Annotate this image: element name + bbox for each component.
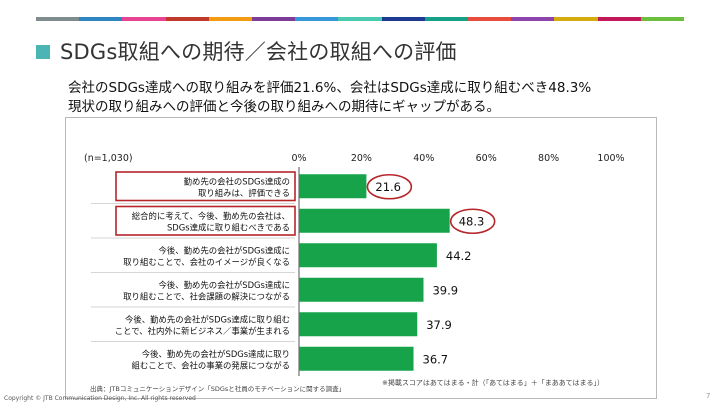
category-label: 取り組みは、評価できる	[198, 188, 290, 198]
subtitle-line-1: 会社のSDGs達成への取り組みを評価21.6%、会社はSDGs達成に取り組むべき…	[68, 80, 592, 96]
bar	[299, 312, 418, 337]
value-label: 48.3	[459, 214, 485, 228]
value-label: 39.9	[432, 283, 458, 297]
bar	[299, 208, 450, 233]
category-label: 組むことで、会社の事業の発展につながる	[131, 360, 290, 370]
value-label: 36.7	[423, 352, 449, 366]
stripe-segment	[79, 17, 123, 21]
category-label: 取り組むことで、会社のイメージが良くなる	[123, 257, 290, 267]
x-tick-label: 0%	[291, 153, 306, 164]
color-stripe	[36, 17, 685, 21]
stripe-segment	[640, 17, 685, 21]
copyright: Copyright © JTB Communication Design, In…	[4, 395, 196, 402]
value-highlight-circle	[366, 173, 413, 200]
bar	[299, 243, 437, 268]
stripe-segment	[468, 17, 512, 21]
category-label: 今後、勤め先の会社がSDGs達成に	[159, 245, 291, 255]
chart-panel: (n=1,030) 0% 20% 40% 60% 80% 100% 勤め先の会社のSDGs達成…	[65, 117, 657, 399]
sample-size-label: (n=1,030)	[84, 153, 133, 164]
category-label: 勤め先の会社のSDGs達成の	[184, 176, 290, 186]
value-highlight-circle	[449, 208, 496, 235]
value-label: 44.2	[446, 249, 472, 263]
stripe-segment	[122, 17, 166, 21]
score-note: ※掲載スコアはあてはまる・計（「あてはまる」＋「まああてはまる」）	[382, 379, 605, 387]
category-label: 今後、勤め先の会社がSDGs達成に取り組む	[125, 314, 290, 324]
page-title: SDGs取組への期待／会社の取組への評価	[60, 40, 457, 64]
value-label: 37.9	[426, 318, 452, 332]
category-label: 今後、勤め先の会社がSDGs達成に	[159, 280, 291, 290]
source-note: 出典：JTBコミュニケーションデザイン「SDGsと社員のモチベーションに関する調…	[90, 385, 346, 393]
value-label: 21.6	[375, 180, 401, 194]
stripe-segment	[36, 17, 80, 21]
stripe-segment	[381, 17, 425, 21]
bar	[299, 174, 367, 199]
category-highlight-box	[115, 171, 296, 202]
stripe-segment	[597, 17, 641, 21]
stripe-segment	[208, 17, 253, 21]
x-tick-label: 100%	[597, 153, 624, 164]
category-label: 今後、勤め先の会社がSDGs達成に取り	[142, 349, 290, 359]
stripe-segment	[511, 17, 555, 21]
bar	[299, 277, 424, 302]
category-label: ことで、社内外に新ビジネス／事業が生まれる	[115, 326, 290, 336]
category-label: 取り組むことで、社会課題の解決につながる	[123, 291, 290, 301]
x-tick-label: 80%	[538, 153, 559, 164]
category-label: SDGs達成に取り組むべきである	[167, 222, 290, 232]
stripe-segment	[295, 17, 339, 21]
bar-chart: (n=1,030) 0% 20% 40% 60% 80% 100% 勤め先の会社のSDGs達成…	[84, 153, 625, 376]
x-tick-label: 60%	[476, 153, 497, 164]
stripe-segment	[338, 17, 382, 21]
title-square-icon	[36, 45, 50, 59]
stripe-segment	[554, 17, 598, 21]
x-tick-label: 20%	[351, 153, 372, 164]
category-label: 総合的に考えて、今後、勤め先の会社は、	[132, 211, 290, 221]
stripe-segment	[165, 17, 209, 21]
category-highlight-box	[115, 205, 296, 236]
x-tick-label: 40%	[413, 153, 434, 164]
stripe-segment	[424, 17, 469, 21]
bar	[299, 346, 414, 371]
stripe-segment	[252, 17, 296, 21]
page-number: 7	[706, 392, 711, 400]
subtitle-line-2: 現状の取り組みへの評価と今後の取り組みへの期待にギャップがある。	[68, 99, 500, 115]
